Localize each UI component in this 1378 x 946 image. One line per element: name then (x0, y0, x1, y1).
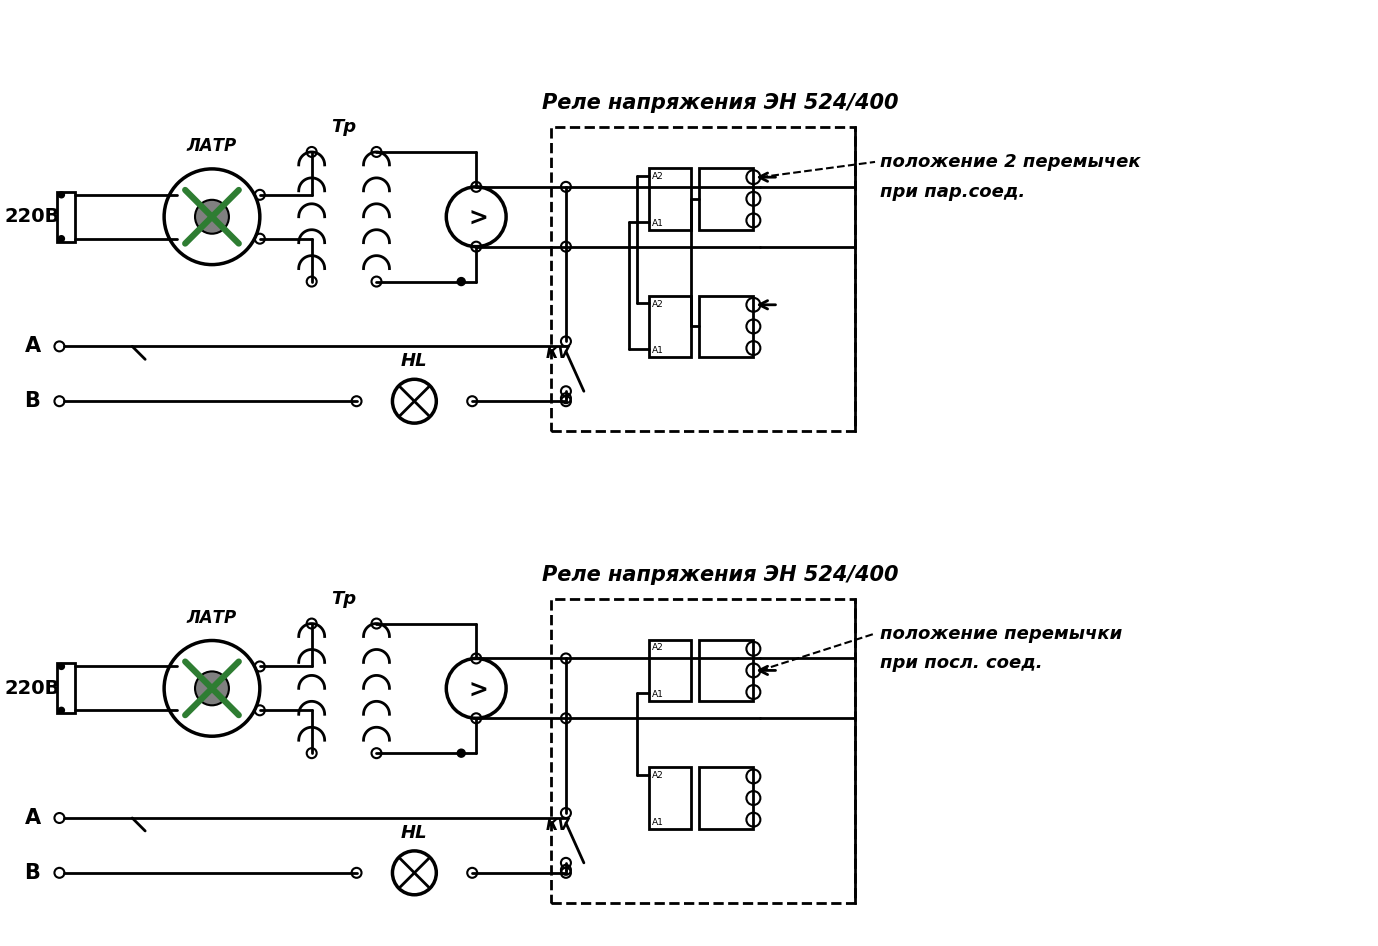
Text: Реле напряжения ЭН 524/400: Реле напряжения ЭН 524/400 (542, 565, 898, 585)
Bar (699, 295, 754, 358)
Bar (58, 663, 76, 713)
Text: >: > (469, 678, 488, 702)
Text: положение 2 перемычек: положение 2 перемычек (881, 153, 1141, 171)
Bar (699, 767, 754, 829)
Circle shape (58, 192, 65, 198)
Circle shape (457, 749, 466, 757)
Text: КV: КV (546, 346, 570, 361)
Text: Тр: Тр (332, 589, 357, 607)
Circle shape (196, 672, 229, 706)
Bar (58, 192, 76, 241)
Text: Тр: Тр (332, 118, 357, 136)
Text: A2: A2 (652, 771, 663, 780)
Circle shape (58, 236, 65, 241)
Text: A1: A1 (652, 691, 664, 699)
Bar (551, 599, 856, 902)
Circle shape (457, 277, 466, 286)
Bar (551, 127, 856, 431)
Bar (649, 167, 690, 230)
Text: при посл. соед.: при посл. соед. (881, 655, 1043, 673)
Text: В: В (25, 863, 40, 883)
Bar (649, 767, 690, 829)
Text: A1: A1 (652, 818, 664, 827)
Text: >: > (469, 207, 488, 231)
Text: 220В: 220В (4, 207, 61, 226)
Bar (649, 295, 690, 358)
Text: A1: A1 (652, 346, 664, 356)
Text: Реле напряжения ЭН 524/400: Реле напряжения ЭН 524/400 (542, 93, 898, 114)
Text: A2: A2 (652, 172, 663, 181)
Text: А: А (25, 337, 40, 357)
Bar (699, 639, 754, 701)
Text: положение перемычки: положение перемычки (881, 624, 1122, 642)
Text: A1: A1 (652, 219, 664, 228)
Text: A2: A2 (652, 300, 663, 308)
Text: A2: A2 (652, 643, 663, 653)
Text: ЛАТР: ЛАТР (187, 608, 237, 626)
Text: А: А (25, 808, 40, 828)
Text: КV: КV (546, 818, 570, 832)
Text: В: В (25, 392, 40, 412)
Text: HL: HL (401, 352, 427, 370)
Text: ЛАТР: ЛАТР (187, 137, 237, 155)
Text: 220В: 220В (4, 679, 61, 698)
Circle shape (58, 708, 65, 713)
Text: при пар.соед.: при пар.соед. (881, 183, 1025, 201)
Bar (649, 639, 690, 701)
Text: HL: HL (401, 824, 427, 842)
Bar (699, 167, 754, 230)
Circle shape (58, 663, 65, 670)
Circle shape (196, 200, 229, 234)
